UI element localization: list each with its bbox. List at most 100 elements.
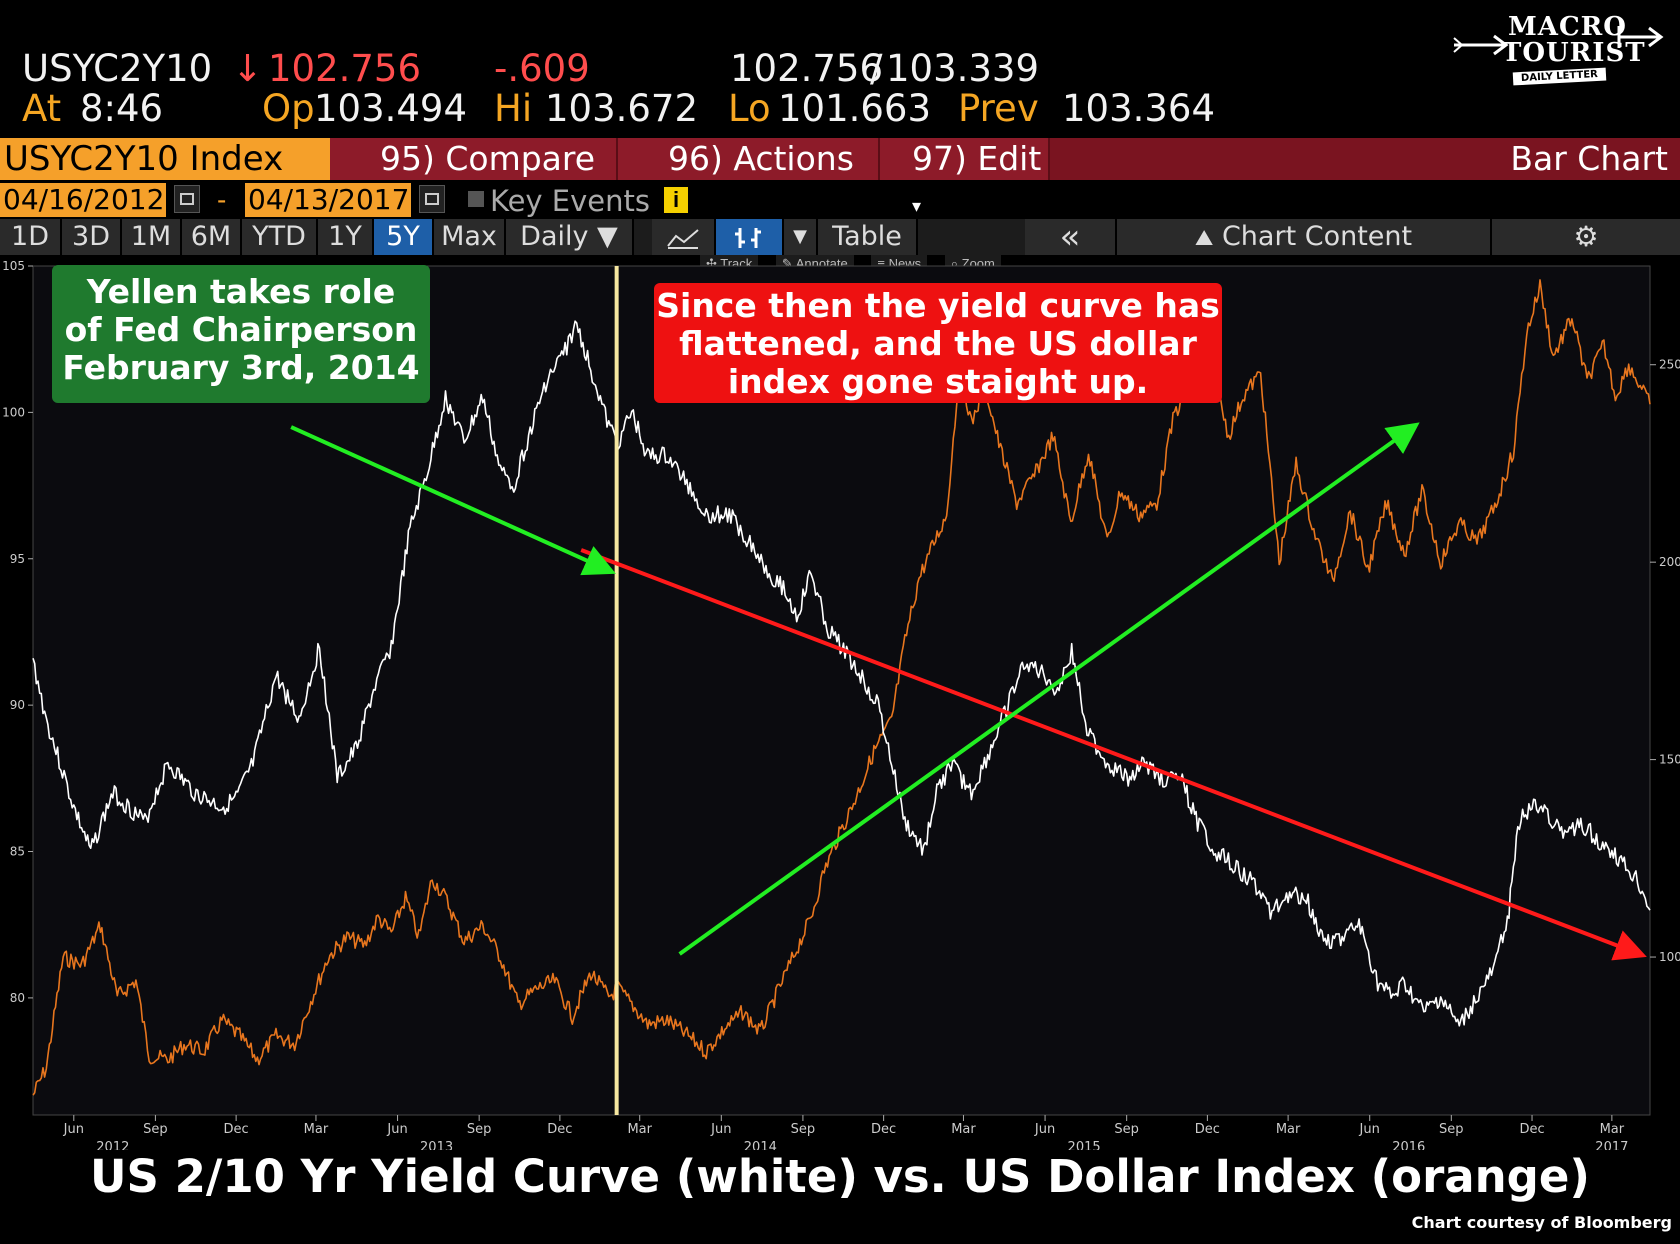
range-toolbar: 1D 3D 1M 6M YTD 1Y 5Y Max Daily ▼ ▼ Tabl… xyxy=(0,219,1680,255)
open-label: Op xyxy=(262,87,315,130)
gear-icon[interactable]: ⚙ xyxy=(1492,219,1680,255)
high-label: Hi xyxy=(494,87,533,130)
x-axis-tick-label: Sep xyxy=(791,1122,816,1137)
table-button[interactable]: Table xyxy=(818,219,918,255)
at-label: At xyxy=(22,87,62,130)
collapse-icon[interactable]: « xyxy=(1025,219,1117,255)
function-bar: USYC2Y10 Index 95) Compare 96) Actions ▾… xyxy=(0,138,1680,217)
chart-title: US 2/10 Yr Yield Curve (white) vs. US Do… xyxy=(90,1150,1590,1203)
down-arrow-icon: ↓ xyxy=(232,47,264,90)
date-separator: - xyxy=(217,184,227,215)
left-axis-tick-label: 105 xyxy=(2,259,25,273)
range-1d-button[interactable]: 1D xyxy=(0,219,62,255)
bid-price: 102.756 xyxy=(730,47,884,90)
right-axis-tick-label: 250 xyxy=(1659,358,1680,372)
bid-ask-separator: / xyxy=(870,47,883,90)
prev-label: Prev xyxy=(958,87,1039,130)
low-price: 101.663 xyxy=(778,87,932,130)
low-label: Lo xyxy=(728,87,771,130)
x-axis-tick-label: Jun xyxy=(710,1122,731,1137)
x-axis-year-label: 2012 xyxy=(96,1140,129,1150)
x-axis-tick-label: Jun xyxy=(63,1122,84,1137)
range-3d-button[interactable]: 3D xyxy=(62,219,122,255)
left-axis-tick-label: 80 xyxy=(10,991,25,1005)
frequency-select[interactable]: Daily ▼ xyxy=(506,219,634,255)
open-price: 103.494 xyxy=(314,87,468,130)
calendar-icon[interactable] xyxy=(419,185,445,213)
chart-content-label: Chart Content xyxy=(1221,221,1413,252)
key-events-checkbox[interactable] xyxy=(468,191,484,207)
arrow-left-logo-icon xyxy=(1453,34,1509,56)
red-trend-arrow xyxy=(580,548,1647,961)
x-axis-tick-label: Sep xyxy=(467,1122,492,1137)
flattening-annotation-line-3: index gone staight up. xyxy=(727,362,1149,401)
end-date-field[interactable]: 04/13/2017 xyxy=(245,183,411,217)
chevron-down-icon[interactable]: ▼ xyxy=(784,219,818,255)
ask-price: 103.339 xyxy=(886,47,1040,90)
x-axis-tick-label: Sep xyxy=(1439,1122,1464,1137)
x-axis-tick-label: Jun xyxy=(1359,1122,1380,1137)
x-axis-tick-label: Mar xyxy=(1600,1122,1625,1137)
logo-line-3: DAILY LETTER xyxy=(1512,67,1607,86)
x-axis-tick-label: Dec xyxy=(1519,1122,1544,1137)
left-axis-tick-label: 95 xyxy=(10,552,25,566)
edit-menu[interactable]: 97) Edit ▾ xyxy=(880,138,1050,217)
chart-content-button[interactable]: ⛰ Chart Content xyxy=(1117,219,1492,255)
x-axis-tick-label: Jun xyxy=(1034,1122,1055,1137)
calendar-icon[interactable] xyxy=(174,185,200,213)
x-axis-tick-label: Mar xyxy=(304,1122,329,1137)
left-axis-tick-label: 100 xyxy=(2,405,25,419)
range-max-button[interactable]: Max xyxy=(434,219,506,255)
x-axis-tick-label: Mar xyxy=(627,1122,652,1137)
x-axis-tick-label: Jun xyxy=(386,1122,407,1137)
right-axis-tick-label: 100 xyxy=(1659,950,1680,964)
yellen-annotation-line-2: of Fed Chairperson xyxy=(64,310,418,349)
x-axis-tick-label: Dec xyxy=(1195,1122,1220,1137)
arrow-right-logo-icon xyxy=(1617,26,1664,48)
high-price: 103.672 xyxy=(545,87,699,130)
logo-line-2: TOURIST xyxy=(1502,38,1646,68)
right-axis-tick-label: 200 xyxy=(1659,555,1680,569)
ticker: USYC2Y10 xyxy=(22,47,213,90)
left-axis-tick-label: 85 xyxy=(10,845,25,859)
x-axis-year-label: 2015 xyxy=(1068,1140,1101,1150)
range-1y-button[interactable]: 1Y xyxy=(318,219,374,255)
macro-tourist-logo: MACRO TOURIST DAILY LETTER xyxy=(1450,10,1665,88)
x-axis-tick-label: Mar xyxy=(1276,1122,1301,1137)
actions-label: 96) Actions xyxy=(668,139,854,178)
range-ytd-button[interactable]: YTD xyxy=(242,219,318,255)
x-axis-tick-label: Sep xyxy=(1114,1122,1139,1137)
plot-area xyxy=(32,265,1651,1116)
chart-credit: Chart courtesy of Bloomberg xyxy=(1411,1213,1672,1232)
logo-line-1: MACRO xyxy=(1508,12,1627,42)
range-5y-button[interactable]: 5Y xyxy=(374,219,434,255)
flattening-annotation-line-2: flattened, and the US dollar xyxy=(679,324,1197,363)
left-axis-tick-label: 90 xyxy=(10,698,25,712)
key-events-label: Key Events xyxy=(490,184,650,218)
compare-button[interactable]: 95) Compare xyxy=(330,138,618,180)
chart-type-label[interactable]: Bar Chart xyxy=(1510,139,1668,178)
yellen-annotation-line-1: Yellen takes role xyxy=(86,272,396,311)
x-axis-tick-label: Dec xyxy=(871,1122,896,1137)
quote-time: 8:46 xyxy=(80,87,164,130)
line-chart-icon[interactable] xyxy=(652,219,716,255)
x-axis-year-label: 2014 xyxy=(744,1140,777,1150)
x-axis-tick-label: Sep xyxy=(143,1122,168,1137)
bar-chart-icon[interactable] xyxy=(716,219,784,255)
date-range-row: 04/16/2012 - 04/13/2017 Key Events i xyxy=(0,183,1680,219)
x-axis-year-label: 2017 xyxy=(1595,1140,1628,1150)
green-trend-arrow xyxy=(290,425,616,576)
range-1m-button[interactable]: 1M xyxy=(122,219,182,255)
info-icon[interactable]: i xyxy=(664,187,688,213)
green-trend-arrow xyxy=(678,422,1420,956)
security-field[interactable]: USYC2Y10 Index xyxy=(0,138,330,180)
chart-content-icon: ⛰ xyxy=(1194,226,1214,251)
yield-vs-dollar-chart: 80 85 90 95 100 105 100 150 200 250 Jun Sep Dec Mar Ju… xyxy=(2,259,1680,1150)
chevron-down-icon: ▾ xyxy=(912,196,922,217)
flattening-annotation: Since then the yield curve has flattened… xyxy=(654,283,1222,403)
actions-menu[interactable]: 96) Actions ▾ xyxy=(618,138,880,217)
range-6m-button[interactable]: 6M xyxy=(182,219,242,255)
dollar-index-series-line xyxy=(32,279,1651,1096)
start-date-field[interactable]: 04/16/2012 xyxy=(0,183,166,217)
x-axis-year-label: 2013 xyxy=(420,1140,453,1150)
